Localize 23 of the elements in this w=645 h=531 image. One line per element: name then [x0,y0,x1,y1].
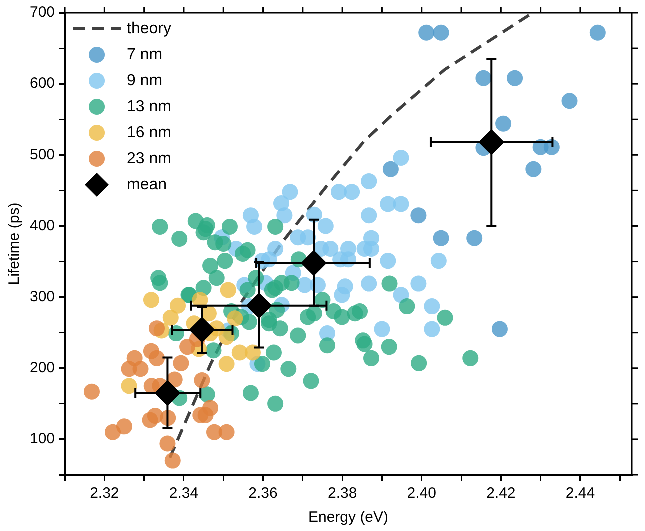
y-tick-label: 200 [30,360,56,377]
y-tick-label: 100 [30,430,56,448]
x-tick-label: 2.42 [486,485,516,502]
y-tick-label: 300 [30,288,56,306]
y-axis-title: Lifetime (ps) [6,202,24,286]
x-tick-label: 2.38 [328,485,358,502]
legend-label: theory [127,20,172,38]
y-tick-label: 600 [30,75,56,92]
legend-label: 23 nm [127,150,172,168]
y-tick-label: 500 [30,146,56,164]
x-tick-label: 2.34 [169,485,199,502]
y-tick-label: 700 [30,4,56,22]
legend-label: 7 nm [127,46,163,64]
legend-label: 9 nm [127,72,163,90]
legend-label: mean [127,176,168,194]
x-tick-label: 2.32 [90,485,120,502]
x-axis-title: Energy (eV) [308,509,389,526]
x-tick-label: 2.36 [248,485,278,502]
legend-label: 16 nm [127,124,172,142]
legend-label: 13 nm [127,98,172,116]
x-tick-label: 2.44 [566,485,596,502]
y-tick-label: 400 [30,217,56,234]
x-tick-label: 2.40 [407,485,436,502]
